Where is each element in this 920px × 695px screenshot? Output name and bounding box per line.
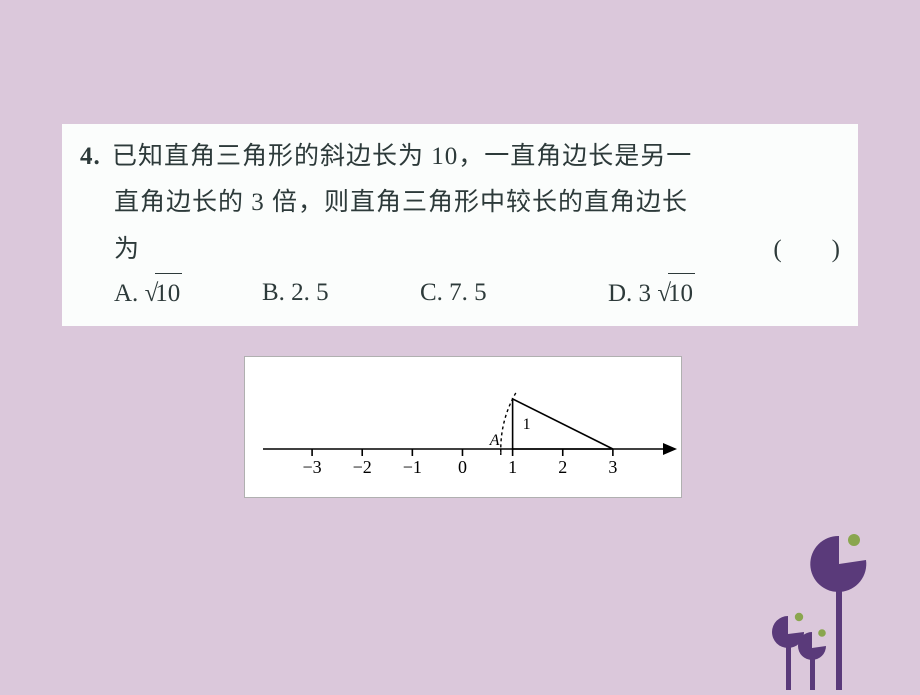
svg-text:1: 1 (508, 457, 517, 477)
number-line-figure: −3−2−101231A (244, 356, 682, 498)
svg-text:A: A (489, 432, 500, 449)
sqrt-icon: √10 (657, 273, 695, 314)
option-A: A. √10 (114, 273, 262, 314)
question-line-1: 4.已知直角三角形的斜边长为 10，一直角边长是另一 (80, 134, 840, 180)
question-line-3: 为 ( ) (80, 227, 840, 273)
option-B: B. 2. 5 (262, 273, 420, 314)
question-number: 4. (80, 134, 112, 180)
question-text-3: 为 (114, 227, 140, 273)
svg-text:0: 0 (458, 457, 467, 477)
deco-svg (698, 530, 908, 690)
option-C: C. 7. 5 (420, 273, 608, 314)
option-D-prefix: D. 3 (608, 280, 657, 307)
svg-text:−2: −2 (353, 457, 372, 477)
option-D: D. 3 √10 (608, 273, 695, 314)
option-A-sqrt-arg: 10 (155, 273, 182, 314)
option-D-sqrt-arg: 10 (668, 273, 695, 314)
option-A-prefix: A. (114, 280, 145, 307)
sqrt-icon: √10 (145, 273, 183, 314)
svg-text:−3: −3 (303, 457, 322, 477)
svg-text:3: 3 (608, 457, 617, 477)
question-text-2: 直角边长的 3 倍，则直角三角形中较长的直角边长 (114, 189, 688, 216)
question-line-2: 直角边长的 3 倍，则直角三角形中较长的直角边长 (80, 180, 840, 226)
svg-text:2: 2 (558, 457, 567, 477)
figure-svg: −3−2−101231A (245, 357, 681, 497)
decorative-graphic (698, 530, 908, 690)
svg-text:−1: −1 (403, 457, 422, 477)
question-card: 4.已知直角三角形的斜边长为 10，一直角边长是另一 直角边长的 3 倍，则直角… (62, 124, 858, 326)
svg-text:1: 1 (523, 416, 531, 433)
question-text-1: 已知直角三角形的斜边长为 10，一直角边长是另一 (112, 143, 692, 170)
answer-blank-paren: ( ) (773, 227, 840, 273)
options-row: A. √10 B. 2. 5 C. 7. 5 D. 3 √10 (80, 273, 840, 314)
